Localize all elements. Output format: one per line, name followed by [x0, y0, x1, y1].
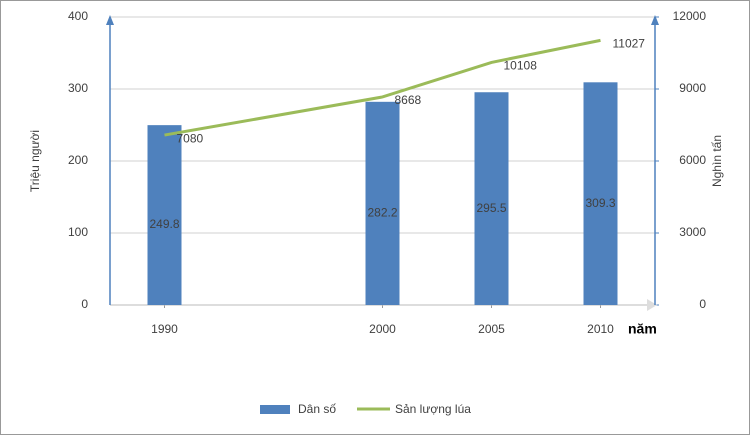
- bar-value-label: 282.2: [367, 206, 397, 220]
- x-tick-label: 2000: [369, 322, 396, 336]
- x-tick-label: 1990: [151, 322, 178, 336]
- line-value-label: 10108: [504, 59, 538, 73]
- line-value-label: 7080: [177, 131, 204, 145]
- legend-label: Dân số: [298, 402, 336, 416]
- bar: [474, 92, 509, 306]
- legend-label: Sản lượng lúa: [395, 402, 471, 416]
- y2-axis-title: Nghìn tấn: [710, 135, 724, 187]
- y2-tick-label: 3000: [679, 225, 706, 239]
- bar: [583, 82, 618, 305]
- bar: [147, 125, 182, 305]
- x-tick-label: 2005: [478, 322, 505, 336]
- bar-value-label: 295.5: [476, 201, 506, 215]
- y2-tick-label: 12000: [673, 9, 707, 23]
- x-axis-arrow: [647, 299, 657, 311]
- legend-swatch: [260, 405, 290, 414]
- line: [164, 38, 601, 137]
- y-tick-label: 0: [81, 297, 88, 311]
- y2-tick-label: 9000: [679, 81, 706, 95]
- y-tick-label: 100: [68, 225, 88, 239]
- y-tick-label: 300: [68, 81, 88, 95]
- y2-tick-label: 0: [699, 297, 706, 311]
- bar-value-label: 309.3: [585, 196, 615, 210]
- y-tick-label: 200: [68, 153, 88, 167]
- line-value-label: 8668: [395, 93, 422, 107]
- x-axis-title: năm: [628, 321, 657, 337]
- y2-tick-label: 6000: [679, 153, 706, 167]
- y-tick-label: 400: [68, 9, 88, 23]
- y-axis-arrow: [106, 15, 114, 25]
- y2-axis-arrow: [651, 15, 659, 25]
- bar: [365, 101, 400, 305]
- bar-value-label: 249.8: [149, 217, 179, 231]
- line-value-label: 11027: [613, 37, 646, 51]
- y-axis-title: Triệu người: [28, 130, 42, 192]
- x-tick-label: 2010: [587, 322, 614, 336]
